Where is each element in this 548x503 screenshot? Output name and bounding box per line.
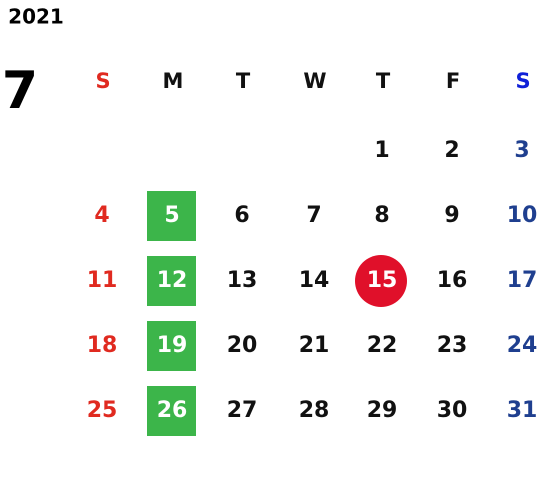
- day: 14: [299, 268, 330, 293]
- day: 13: [227, 268, 258, 293]
- day: 12: [157, 268, 188, 293]
- highlight-box: [147, 321, 196, 371]
- day: 11: [87, 268, 118, 293]
- day: 28: [299, 398, 330, 423]
- day: 18: [87, 333, 118, 358]
- day: 25: [87, 398, 118, 423]
- day: 5: [164, 203, 179, 228]
- day: 9: [444, 203, 459, 228]
- day: 1: [374, 138, 389, 163]
- day: 21: [299, 333, 330, 358]
- year: 2021: [8, 5, 64, 29]
- month: 7: [2, 61, 38, 121]
- day: 15: [367, 268, 398, 293]
- day: 20: [227, 333, 258, 358]
- day: 30: [437, 398, 468, 423]
- day: 22: [367, 333, 398, 358]
- day: 27: [227, 398, 258, 423]
- day: 6: [234, 203, 249, 228]
- day: 24: [507, 333, 538, 358]
- day: 2: [444, 138, 459, 163]
- weekday-label: T: [376, 69, 391, 93]
- highlight-box: [147, 386, 196, 436]
- day: 10: [507, 203, 538, 228]
- day: 19: [157, 333, 188, 358]
- day: 7: [306, 203, 321, 228]
- day: 31: [507, 398, 538, 423]
- day: 8: [374, 203, 389, 228]
- today-marker: [355, 255, 407, 307]
- day: 16: [437, 268, 468, 293]
- highlight-box: [147, 256, 196, 306]
- weekday-label: W: [303, 69, 326, 93]
- day: 29: [367, 398, 398, 423]
- day: 23: [437, 333, 468, 358]
- highlight-box: [147, 191, 196, 241]
- day: 17: [507, 268, 538, 293]
- day: 26: [157, 398, 188, 423]
- weekday-label: M: [163, 69, 184, 93]
- day: 4: [94, 203, 109, 228]
- day: 3: [514, 138, 529, 163]
- weekday-label: S: [515, 69, 530, 93]
- weekday-label: S: [95, 69, 110, 93]
- weekday-label: F: [446, 69, 460, 93]
- weekday-label: T: [236, 69, 251, 93]
